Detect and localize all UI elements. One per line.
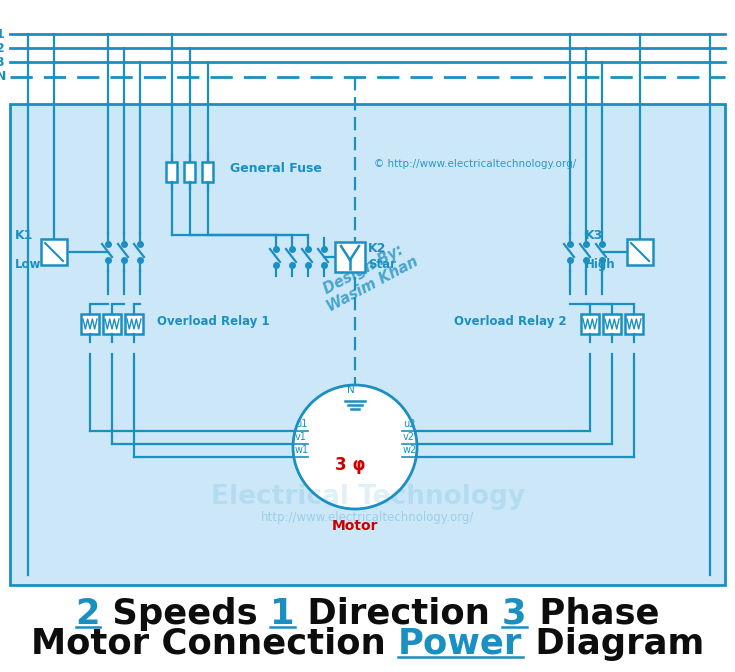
- Text: w2: w2: [403, 445, 417, 455]
- Text: L3: L3: [0, 56, 6, 69]
- Text: Direction: Direction: [295, 597, 502, 631]
- Text: 3: 3: [502, 597, 527, 631]
- Bar: [125, 314, 143, 334]
- Text: Motor: Motor: [331, 519, 379, 533]
- Bar: [581, 314, 599, 334]
- Text: N: N: [0, 71, 6, 83]
- Bar: [10, 104, 725, 585]
- Bar: [203, 162, 213, 182]
- Bar: [41, 239, 67, 265]
- Bar: [627, 239, 653, 265]
- Text: Star: Star: [368, 259, 396, 271]
- Text: K2: K2: [368, 243, 387, 255]
- Text: Overload Relay 1: Overload Relay 1: [157, 315, 270, 329]
- Text: 1: 1: [270, 597, 295, 631]
- Bar: [625, 314, 643, 334]
- Text: Design By:
Wasim Khan: Design By: Wasim Khan: [316, 239, 420, 315]
- Text: High: High: [585, 258, 616, 271]
- Bar: [335, 242, 365, 272]
- Text: K1: K1: [15, 229, 33, 242]
- Text: N: N: [347, 385, 355, 395]
- Bar: [167, 162, 177, 182]
- Bar: [184, 162, 196, 182]
- Text: 2: 2: [76, 597, 101, 631]
- Bar: [603, 314, 621, 334]
- Text: General Fuse: General Fuse: [230, 163, 322, 175]
- Text: w1: w1: [295, 445, 309, 455]
- Text: Power: Power: [398, 627, 523, 661]
- Bar: [103, 314, 121, 334]
- Text: K3: K3: [585, 229, 603, 242]
- Text: u1: u1: [295, 419, 307, 429]
- Text: Phase: Phase: [527, 597, 659, 631]
- Text: Speeds: Speeds: [101, 597, 270, 631]
- Text: u2: u2: [403, 419, 415, 429]
- Text: Overload Relay 2: Overload Relay 2: [454, 315, 567, 329]
- Bar: [10, 104, 725, 585]
- Circle shape: [293, 385, 417, 509]
- Text: Motor Connection: Motor Connection: [31, 627, 398, 661]
- Text: L1: L1: [0, 28, 6, 40]
- Text: http://www.electricaltechnology.org/: http://www.electricaltechnology.org/: [262, 511, 475, 523]
- Text: 3 φ: 3 φ: [334, 456, 365, 474]
- Text: © http://www.electricaltechnology.org/: © http://www.electricaltechnology.org/: [374, 159, 576, 169]
- Text: Electrical Technology: Electrical Technology: [211, 484, 525, 510]
- Text: v1: v1: [295, 432, 307, 442]
- Text: L2: L2: [0, 42, 6, 54]
- Bar: [81, 314, 99, 334]
- Text: Low: Low: [15, 258, 41, 271]
- Text: v2: v2: [403, 432, 415, 442]
- Text: Diagram: Diagram: [523, 627, 704, 661]
